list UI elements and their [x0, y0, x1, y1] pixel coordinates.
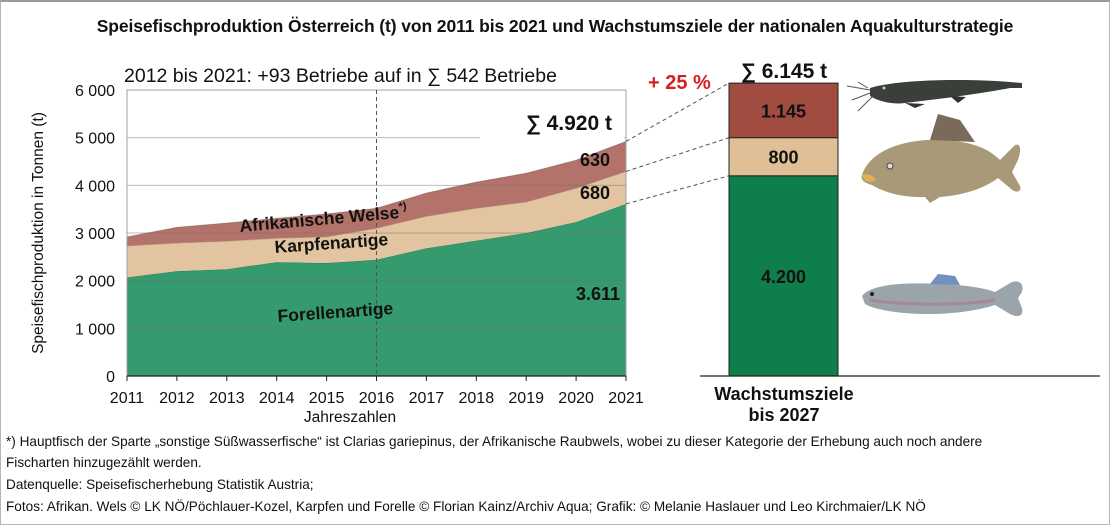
connector-line — [625, 82, 730, 142]
total-label-2027: ∑ 6.145 t — [741, 60, 827, 83]
x-tick-label: 2012 — [159, 390, 195, 407]
x-tick-label: 2014 — [259, 390, 295, 407]
x-tick-label: 2016 — [359, 390, 395, 407]
bar-category-label-line2: bis 2027 — [748, 405, 819, 425]
end-label-karpfen: 680 — [580, 183, 610, 203]
bar-segment-karpfenartige — [728, 137, 839, 177]
y-tick-labels: 0 1 000 2 000 3 000 4 000 5 000 6 000 — [75, 83, 115, 386]
x-tick-label: 2011 — [110, 390, 145, 407]
y-tick-label: 5 000 — [75, 131, 115, 148]
x-tick-labels: 2011 2012 2013 2014 2015 2016 2017 2018 2019 2020… — [110, 376, 644, 407]
chart-title: Speisefischproduktion Österreich (t) von… — [96, 16, 1014, 36]
connector-lines — [625, 82, 730, 205]
x-tick-label: 2020 — [558, 390, 594, 407]
photo-credits: Fotos: Afrikan. Wels © LK NÖ/Pöchlauer-K… — [6, 499, 926, 514]
y-tick-label: 0 — [106, 369, 115, 386]
connector-line — [625, 175, 730, 205]
y-tick-label: 4 000 — [75, 178, 115, 195]
carp-image — [861, 114, 1021, 203]
x-tick-label: 2021 — [608, 390, 644, 407]
bar-value-label: 800 — [768, 148, 798, 168]
end-label-welse: 630 — [580, 150, 610, 170]
plot-area — [126, 89, 627, 377]
x-tick-label: 2017 — [409, 390, 445, 407]
chart-subtitle: 2012 bis 2021: +93 Betriebe auf in ∑ 542… — [124, 65, 557, 87]
y-tick-label: 3 000 — [75, 226, 115, 243]
total-label-2021: ∑ 4.920 t — [526, 112, 612, 135]
bar-value-label: 4.200 — [761, 267, 806, 287]
footnote-asterisk: *) Hauptfisch der Sparte „sonstige Süßwa… — [6, 434, 983, 449]
area-edge-2 — [126, 140, 627, 238]
trout-image — [862, 274, 1023, 316]
bar-value-label: 1.145 — [761, 101, 806, 121]
x-tick-label: 2015 — [309, 390, 345, 407]
end-label-forellen: 3.611 — [576, 284, 620, 304]
x-tick-label: 2019 — [508, 390, 544, 407]
y-tick-label: 2 000 — [75, 274, 115, 291]
axes: 0 1 000 2 000 3 000 4 000 5 000 6 000 2011 2012… — [75, 83, 644, 407]
growth-label: + 25 % — [648, 72, 711, 94]
target-bar: 4.200 800 1.145 — [728, 82, 839, 377]
x-tick-label: 2018 — [459, 390, 495, 407]
y-tick-label: 6 000 — [75, 83, 115, 100]
data-source: Datenquelle: Speisefischerhebung Statist… — [6, 477, 314, 492]
catfish-image — [846, 80, 1022, 112]
bar-category-label-line1: Wachstumsziele — [714, 384, 853, 404]
x-tick-label: 2013 — [209, 390, 245, 407]
connector-line — [625, 137, 730, 172]
y-axis-label: Speisefischproduktion in Tonnen (t) — [30, 112, 47, 354]
footnote-asterisk-cont: Fischarten hinzugezählt werden. — [6, 455, 202, 470]
bar-segment-afrikanische-welse — [728, 82, 839, 139]
series-label-welse-superscript: *) — [398, 200, 407, 213]
x-axis-label: Jahreszahlen — [304, 409, 396, 426]
area-karpfenartige — [127, 171, 626, 278]
bar-segment-forellenartige — [728, 175, 839, 377]
total-label-background — [480, 104, 624, 142]
y-tick-label: 1 000 — [75, 321, 115, 338]
